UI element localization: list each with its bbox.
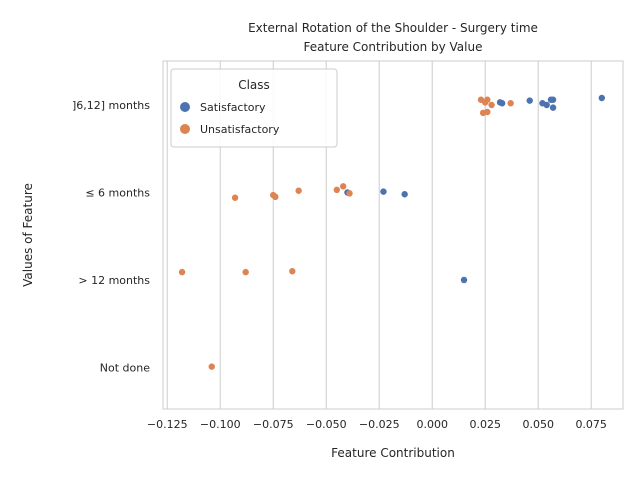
legend-title: Class: [238, 78, 270, 92]
data-point-satisfactory: [547, 96, 555, 103]
chart-title-line2: Feature Contribution by Value: [304, 40, 483, 54]
data-point-unsatisfactory: [208, 363, 215, 370]
legend: Class Satisfactory Unsatisfactory: [170, 68, 338, 148]
y-axis-label: Values of Feature: [21, 183, 35, 287]
data-point-unsatisfactory: [333, 186, 341, 194]
x-tick-label: −0.075: [253, 418, 294, 431]
data-points: [178, 94, 606, 370]
data-point-unsatisfactory: [346, 190, 353, 197]
legend-label-satisfactory: Satisfactory: [200, 101, 266, 114]
chart-title-line1: External Rotation of the Shoulder - Surg…: [248, 21, 538, 35]
y-tick-label: ≤ 6 months: [85, 187, 150, 200]
data-point-satisfactory: [526, 97, 533, 104]
data-point-unsatisfactory: [231, 194, 239, 201]
y-tick-label: > 12 months: [78, 274, 150, 287]
x-tick-labels: −0.125 −0.100 −0.075 −0.050 −0.025 0.000 0.025…: [147, 418, 607, 431]
x-tick-label: 0.000: [416, 418, 448, 431]
data-point-unsatisfactory: [289, 268, 296, 275]
x-tick-label: 0.050: [522, 418, 554, 431]
data-point-satisfactory: [460, 276, 468, 284]
legend-marker-unsatisfactory: [180, 124, 190, 134]
x-tick-label: −0.125: [147, 418, 188, 431]
data-point-unsatisfactory: [482, 99, 489, 106]
data-point-unsatisfactory: [178, 268, 186, 276]
data-point-satisfactory: [549, 104, 557, 111]
data-point-unsatisfactory: [479, 109, 487, 117]
data-point-unsatisfactory: [272, 193, 279, 201]
legend-label-unsatisfactory: Unsatisfactory: [200, 123, 280, 136]
legend-box: [170, 68, 338, 148]
data-point-unsatisfactory: [339, 183, 347, 190]
data-point-unsatisfactory: [295, 187, 302, 194]
data-point-satisfactory: [380, 188, 387, 195]
data-point-unsatisfactory: [488, 101, 495, 109]
y-tick-label: Not done: [100, 362, 150, 375]
data-point-unsatisfactory: [507, 100, 514, 107]
plot-frame: [162, 60, 624, 410]
y-tick-labels: ]6,12] months ≤ 6 months > 12 months Not do…: [72, 99, 150, 375]
data-point-satisfactory: [401, 191, 408, 198]
legend-marker-satisfactory: [180, 102, 190, 112]
x-tick-label: 0.075: [575, 418, 607, 431]
x-tick-label: −0.025: [359, 418, 400, 431]
data-point-unsatisfactory: [242, 268, 249, 276]
y-tick-label: ]6,12] months: [72, 99, 150, 112]
x-tick-label: −0.100: [200, 418, 241, 431]
data-point-satisfactory: [496, 99, 504, 106]
data-point-satisfactory: [598, 94, 606, 102]
x-tick-label: −0.050: [306, 418, 347, 431]
x-tick-label: 0.025: [469, 418, 501, 431]
x-axis-label: Feature Contribution: [331, 446, 455, 460]
data-point-satisfactory: [539, 100, 546, 107]
